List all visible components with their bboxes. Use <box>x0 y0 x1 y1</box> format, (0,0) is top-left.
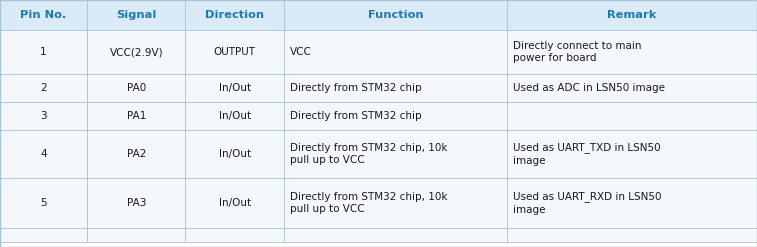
Text: Directly from STM32 chip: Directly from STM32 chip <box>290 83 422 93</box>
Bar <box>87 130 185 178</box>
Bar <box>87 102 185 130</box>
Text: Direction: Direction <box>205 10 264 20</box>
Bar <box>0 30 87 74</box>
Text: VCC(2.9V): VCC(2.9V) <box>110 47 163 57</box>
Text: PA3: PA3 <box>126 198 146 208</box>
Bar <box>0 178 87 228</box>
Text: Directly from STM32 chip, 10k
pull up to VCC: Directly from STM32 chip, 10k pull up to… <box>290 143 447 165</box>
Bar <box>185 228 284 242</box>
Bar <box>185 74 284 102</box>
Text: 1: 1 <box>40 47 47 57</box>
Text: Directly from STM32 chip, 10k
pull up to VCC: Directly from STM32 chip, 10k pull up to… <box>290 192 447 214</box>
Text: VCC: VCC <box>290 47 312 57</box>
Bar <box>87 0 185 30</box>
Bar <box>0 130 87 178</box>
Text: Used as UART_TXD in LSN50
image: Used as UART_TXD in LSN50 image <box>513 142 661 166</box>
Text: 3: 3 <box>40 111 47 121</box>
Bar <box>185 130 284 178</box>
Text: 5: 5 <box>40 198 47 208</box>
Bar <box>87 30 185 74</box>
Text: Remark: Remark <box>607 10 657 20</box>
Bar <box>284 74 507 102</box>
Bar <box>0 0 87 30</box>
Bar <box>284 178 507 228</box>
Bar <box>185 0 284 30</box>
Bar <box>87 74 185 102</box>
Bar <box>0 228 87 242</box>
Bar <box>507 228 757 242</box>
Text: 4: 4 <box>40 149 47 159</box>
Text: In/Out: In/Out <box>219 149 251 159</box>
Bar <box>507 0 757 30</box>
Text: Function: Function <box>368 10 423 20</box>
Bar <box>507 30 757 74</box>
Text: Pin No.: Pin No. <box>20 10 67 20</box>
Text: Signal: Signal <box>116 10 157 20</box>
Text: OUTPUT: OUTPUT <box>213 47 256 57</box>
Bar <box>284 102 507 130</box>
Text: PA2: PA2 <box>126 149 146 159</box>
Bar <box>507 74 757 102</box>
Bar <box>284 30 507 74</box>
Text: In/Out: In/Out <box>219 198 251 208</box>
Bar <box>0 74 87 102</box>
Bar <box>507 178 757 228</box>
Bar <box>185 102 284 130</box>
Text: Directly from STM32 chip: Directly from STM32 chip <box>290 111 422 121</box>
Bar <box>507 102 757 130</box>
Text: Directly connect to main
power for board: Directly connect to main power for board <box>513 41 642 63</box>
Bar <box>185 178 284 228</box>
Text: Used as ADC in LSN50 image: Used as ADC in LSN50 image <box>513 83 665 93</box>
Bar <box>87 178 185 228</box>
Bar <box>284 0 507 30</box>
Bar <box>507 130 757 178</box>
Text: PA1: PA1 <box>126 111 146 121</box>
Bar <box>87 228 185 242</box>
Bar <box>0 102 87 130</box>
Text: In/Out: In/Out <box>219 83 251 93</box>
Text: PA0: PA0 <box>126 83 146 93</box>
Text: Used as UART_RXD in LSN50
image: Used as UART_RXD in LSN50 image <box>513 191 662 215</box>
Bar <box>185 30 284 74</box>
Bar <box>284 228 507 242</box>
Text: In/Out: In/Out <box>219 111 251 121</box>
Bar <box>284 130 507 178</box>
Text: 2: 2 <box>40 83 47 93</box>
